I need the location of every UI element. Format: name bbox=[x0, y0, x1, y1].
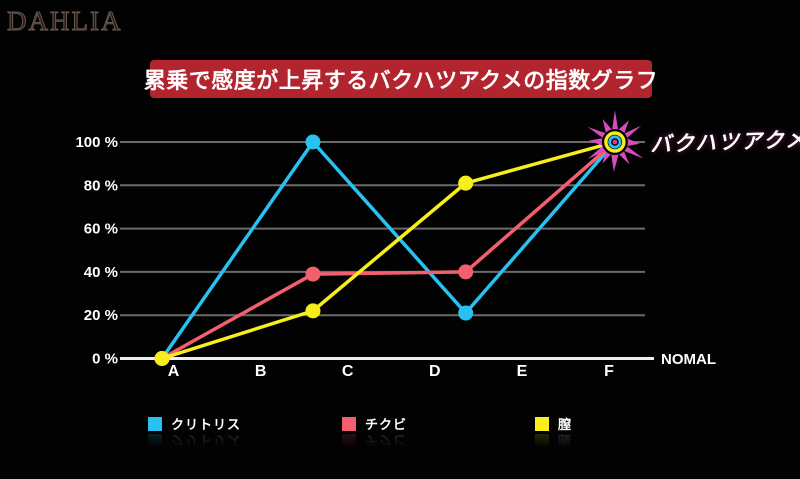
y-tick-label: 60 % bbox=[84, 221, 118, 238]
x-tick-label: D bbox=[429, 363, 441, 380]
x-tick-label: F bbox=[604, 363, 614, 380]
data-point-1 bbox=[458, 264, 474, 280]
legend-item: 膣 bbox=[535, 414, 572, 433]
data-point-2 bbox=[305, 303, 321, 319]
x-tick-label: A bbox=[168, 363, 180, 380]
title-banner: 累乗で感度が上昇するバクハツアクメの指数グラフ bbox=[144, 60, 658, 98]
x-tick-label: E bbox=[517, 363, 528, 380]
starburst-ring-cyan bbox=[608, 135, 622, 149]
legend-swatch-yellow bbox=[535, 416, 549, 431]
legend-label: 膣 bbox=[558, 417, 573, 432]
legend-label: チクビ bbox=[365, 417, 408, 432]
series-line-0 bbox=[160, 140, 617, 360]
data-point-0 bbox=[458, 305, 474, 321]
data-point-0 bbox=[305, 134, 321, 150]
legend-swatch-red bbox=[342, 416, 356, 431]
starburst-ring-yellow bbox=[604, 131, 626, 153]
annotation-label: バクハツアクメ bbox=[649, 127, 800, 157]
legend-swatch-cyan bbox=[148, 416, 162, 431]
y-tick-label: 20 % bbox=[84, 307, 118, 324]
x-tick-label: B bbox=[255, 363, 267, 380]
data-point-2 bbox=[154, 351, 170, 366]
y-tick-label: 0 % bbox=[92, 351, 118, 368]
chart-title: 累乗で感度が上昇するバクハツアクメの指数グラフ bbox=[143, 68, 659, 93]
series-line-2 bbox=[161, 140, 616, 361]
y-tick-label: 80 % bbox=[84, 177, 118, 194]
axis-end-label: NOMAL bbox=[661, 351, 716, 368]
series-line-1 bbox=[161, 140, 617, 361]
legend: クリトリス チクビ 膣 bbox=[0, 414, 800, 433]
legend-label: クリトリス bbox=[171, 417, 242, 432]
brand-logo: DAHLIA bbox=[6, 6, 123, 37]
x-tick-label: C bbox=[342, 363, 354, 380]
starburst-center-dot bbox=[612, 139, 618, 145]
legend-item: チクビ bbox=[342, 414, 407, 433]
data-point-1 bbox=[305, 266, 321, 282]
y-tick-label: 100 % bbox=[75, 134, 118, 151]
legend-item: クリトリス bbox=[148, 414, 241, 433]
data-point-2 bbox=[458, 175, 474, 191]
y-tick-label: 40 % bbox=[84, 264, 118, 281]
